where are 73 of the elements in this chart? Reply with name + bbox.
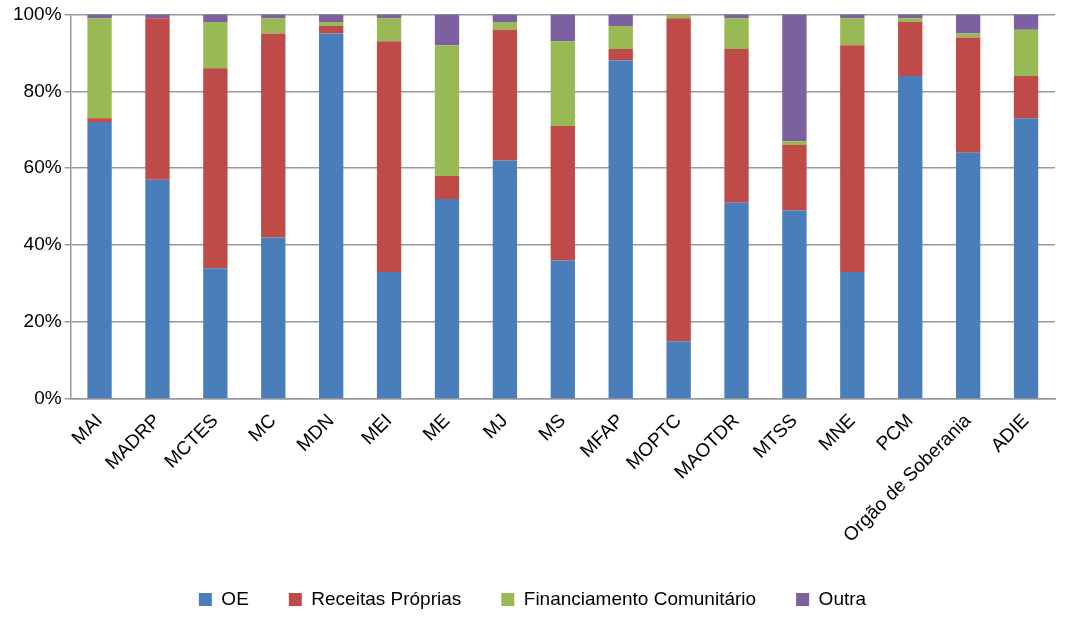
bar [608,60,633,399]
bar [376,18,402,42]
bar [203,22,228,69]
bar [261,33,286,238]
bar [782,14,807,142]
x-tick-label: MC [244,409,280,446]
bar [87,122,112,399]
legend-label: OE [221,587,249,609]
bar [666,18,691,342]
bar [492,22,518,30]
x-tick-label: MEI [356,409,396,449]
bar [492,160,518,399]
bar [203,268,228,399]
bar [550,14,575,42]
bar [145,179,170,399]
y-tick-label: 0% [34,387,62,409]
bar [955,37,981,153]
y-tick-label: 60% [23,156,62,178]
bar [434,45,460,176]
bar [840,45,865,272]
y-tick-label: 100% [12,2,62,24]
bar [319,14,344,23]
bar [782,141,807,146]
bar [724,202,749,399]
bar [608,14,633,26]
bar [666,341,691,399]
bar [840,272,865,399]
bar [492,29,518,161]
bar [434,198,460,399]
bar [376,272,402,399]
bar [955,152,981,399]
bar [550,125,575,261]
bar [898,18,923,23]
bar [724,18,749,49]
bar [1013,29,1039,76]
bar [608,25,633,49]
bar [608,49,633,61]
bar [550,260,575,399]
bar [492,14,518,23]
bar [87,118,112,123]
bar [203,68,228,269]
bar [898,75,923,399]
bar [203,14,228,23]
legend-label: Financiamento Comunitário [523,587,757,609]
bar [434,14,460,46]
x-tick-label: MJ [478,409,512,443]
bar [261,237,286,399]
bar [782,210,807,399]
bar [782,145,807,211]
y-tick-label: 20% [23,310,62,332]
bar [898,22,923,76]
bar [319,33,344,399]
y-tick-label: 80% [23,79,62,101]
bar [1013,14,1039,30]
bar [840,18,865,46]
legend-label: Outra [818,587,867,609]
bar [319,22,344,26]
bar [145,18,170,180]
bar [261,18,286,34]
x-tick-label: MAI [67,409,107,449]
bar [1013,118,1039,399]
bar [87,18,112,119]
x-tick-label: MS [534,409,570,445]
bar [434,175,460,199]
bar [376,41,402,272]
bar [955,14,981,34]
y-tick-label: 40% [23,233,62,255]
x-tick-label: ME [418,409,454,445]
legend-label: Receitas Próprias [311,587,462,609]
bar [1013,75,1039,119]
bar [319,25,344,34]
bar [550,41,575,126]
bar [724,49,749,203]
